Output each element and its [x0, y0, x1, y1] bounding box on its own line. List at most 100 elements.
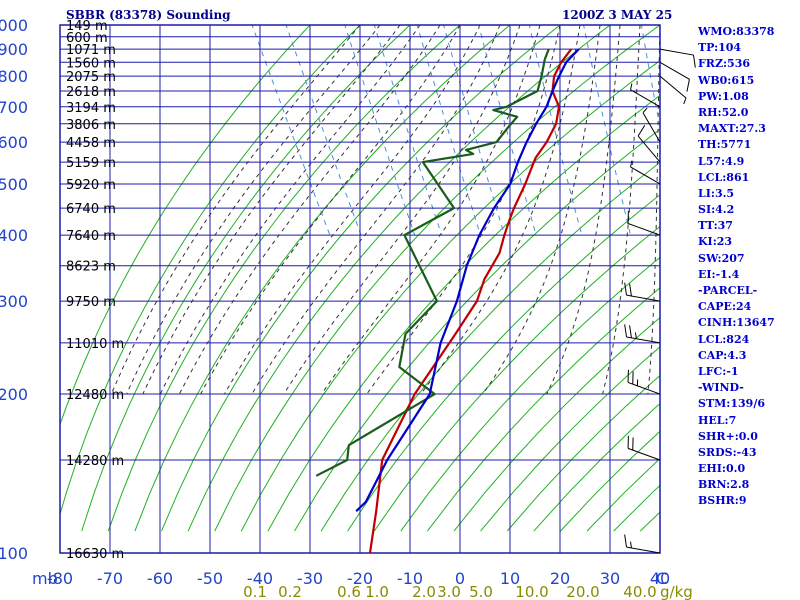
pressure-tick-label: 100 — [0, 544, 28, 563]
temperature-tick-label: 30 — [600, 569, 620, 588]
dry-adiabat — [134, 25, 511, 532]
barb-shaft — [626, 294, 661, 302]
dry-adiabat — [347, 194, 660, 532]
index-row: LFC:-1 — [698, 364, 739, 378]
temperature-tick-label: -50 — [197, 569, 223, 588]
height-label: 14280 m — [66, 454, 124, 469]
dry-adiabat — [214, 25, 660, 532]
moist-adiabat — [602, 25, 641, 395]
index-row: TT:37 — [698, 219, 733, 233]
barb-flag — [692, 54, 696, 68]
pressure-tick-label: 1000 — [0, 16, 28, 35]
dry-adiabat — [427, 287, 660, 532]
barb-shaft — [630, 166, 661, 185]
dry-adiabat — [400, 256, 660, 532]
barb-shaft — [627, 223, 661, 236]
index-row: BSHR:9 — [698, 494, 747, 508]
temperature-tick-label: -40 — [247, 569, 273, 588]
plot-grid — [59, 24, 661, 554]
moist-adiabat — [251, 25, 501, 395]
moist-adiabat — [321, 25, 541, 395]
height-label: 149 m — [66, 19, 108, 34]
index-row: LI:3.5 — [698, 186, 735, 200]
temperature-unit-label: C — [656, 569, 667, 588]
wind-barb — [627, 210, 661, 236]
index-row: L57:4.9 — [698, 154, 745, 168]
pressure-tick-label: 900 — [0, 40, 28, 59]
time-title: 1200Z 3 MAY 25 — [562, 8, 673, 22]
plot-border — [59, 24, 661, 554]
index-row: EI:-1.4 — [698, 267, 740, 281]
mixing-ratio-label: 20.0 — [566, 583, 599, 600]
index-row: -PARCEL- — [698, 284, 758, 297]
index-row: MAXT:27.3 — [698, 122, 766, 136]
moist-adiabat — [142, 25, 401, 395]
moist-adiabat — [200, 25, 461, 395]
index-row: HEL:7 — [698, 413, 737, 427]
moist-adiabats — [110, 25, 660, 395]
wind-barb — [659, 75, 687, 105]
mixing-ratio-line — [583, 25, 631, 236]
mixing-ratio-line — [416, 25, 481, 236]
mixing-ratio-label: 0.2 — [278, 583, 302, 600]
wind-barb — [627, 369, 661, 395]
index-row: STM:139/6 — [698, 397, 765, 411]
moist-adiabat — [126, 25, 381, 395]
barb-shaft — [626, 546, 661, 554]
axis-labels: 100200300400500600700800900100016630 m14… — [0, 16, 693, 600]
pressure-tick-label: 300 — [0, 292, 28, 311]
wind-barb — [627, 435, 661, 461]
moist-adiabat — [546, 25, 621, 395]
temperature-tick-label: 40 — [650, 569, 670, 588]
barb-half-flag — [630, 160, 633, 168]
barb-half-flag — [642, 107, 648, 114]
barb-shaft — [626, 336, 661, 344]
mixing-ratio-label: 2.0 — [412, 583, 436, 600]
dry-adiabat — [60, 25, 311, 426]
height-label: 16630 m — [66, 547, 124, 562]
moist-adiabat — [159, 25, 421, 395]
index-row: CAP:4.3 — [698, 348, 747, 362]
moist-adiabat — [420, 25, 581, 395]
temperature-tick-label: -60 — [147, 569, 173, 588]
pressure-tick-label: 600 — [0, 133, 28, 152]
mixing-ratio-line — [373, 25, 443, 236]
wind-barb — [624, 534, 661, 554]
barb-flag — [629, 325, 632, 338]
height-label: 3806 m — [66, 118, 116, 133]
moist-adiabat — [482, 25, 601, 395]
temperature-tick-label: -70 — [97, 569, 123, 588]
barb-shaft — [659, 75, 687, 99]
index-row: PW:1.08 — [698, 89, 749, 103]
mixing-ratio-label: 1.0 — [365, 583, 389, 600]
wind-barb — [637, 125, 661, 163]
index-row: SI:4.2 — [698, 203, 735, 217]
index-row: TP:104 — [698, 41, 742, 55]
barb-half-flag — [630, 541, 632, 549]
wind-barb — [659, 48, 696, 68]
height-label: 2075 m — [66, 70, 116, 85]
barb-flag — [624, 324, 628, 338]
station-title: SBBR (83378) Sounding — [66, 8, 231, 22]
dry-adiabat — [320, 161, 660, 532]
mixing-ratio-label: 40.0 — [623, 583, 656, 600]
height-label: 8623 m — [66, 260, 116, 275]
wind-barb — [642, 107, 661, 143]
index-row: WMO:83378 — [698, 25, 775, 38]
height-label: 5159 m — [66, 156, 116, 171]
height-label: 7640 m — [66, 229, 116, 244]
mixing-ratio-line — [478, 25, 537, 236]
index-row: SHR+:0.0 — [698, 429, 758, 443]
barb-flag — [686, 79, 690, 92]
height-label: 3194 m — [66, 101, 116, 116]
index-row: KI:23 — [698, 235, 733, 249]
height-label: 5920 m — [66, 178, 116, 193]
barb-flag — [624, 282, 628, 296]
parcel-profile — [355, 48, 580, 512]
height-label: 600 m — [66, 31, 108, 46]
wind-barb — [659, 61, 690, 92]
mixing-ratio-label: 10.0 — [515, 583, 548, 600]
barb-shaft — [659, 61, 690, 80]
moist-adiabat — [366, 25, 561, 395]
